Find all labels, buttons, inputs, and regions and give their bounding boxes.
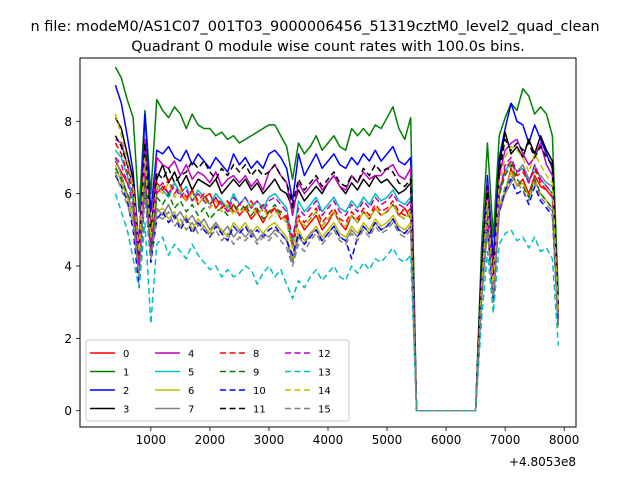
series-line-13 <box>114 193 560 412</box>
legend-label-0: 0 <box>123 349 129 360</box>
series-line-8 <box>114 142 560 412</box>
legend-label-15: 15 <box>318 405 331 416</box>
series-line-14 <box>114 113 560 412</box>
x-tick-label: 7000 <box>490 433 521 447</box>
legend-label-3: 3 <box>123 405 129 416</box>
legend-label-4: 4 <box>188 349 194 360</box>
series-line-11 <box>114 135 560 412</box>
x-offset-text: +4.8053e8 <box>509 455 576 469</box>
legend-label-11: 11 <box>253 405 266 416</box>
x-tick-label: 4000 <box>313 433 344 447</box>
figure-suptitle: n file: modeM0/AS1C07_001T03_9000006456_… <box>30 19 599 35</box>
legend-label-9: 9 <box>253 368 259 379</box>
legend-label-1: 1 <box>123 368 129 379</box>
legend-label-2: 2 <box>123 386 129 397</box>
legend-label-7: 7 <box>188 405 194 416</box>
chart-title: Quadrant 0 module wise count rates with … <box>131 39 525 55</box>
plot-area <box>114 66 560 412</box>
y-tick-label: 0 <box>64 404 72 418</box>
x-tick-label: 5000 <box>372 433 403 447</box>
x-tick-label: 3000 <box>254 433 285 447</box>
y-tick-label: 4 <box>64 260 72 274</box>
legend-label-6: 6 <box>188 386 194 397</box>
series-line-1 <box>114 66 560 412</box>
x-tick-label: 6000 <box>431 433 462 447</box>
x-axis: 1000 2000 3000 4000 5000 6000 7000 8000 <box>136 427 580 447</box>
legend-label-13: 13 <box>318 368 331 379</box>
legend-label-8: 8 <box>253 349 259 360</box>
x-tick-label: 2000 <box>195 433 226 447</box>
legend-frame <box>85 339 350 422</box>
y-axis: 0 2 4 6 8 <box>64 115 80 418</box>
legend-label-5: 5 <box>188 368 194 379</box>
y-tick-label: 8 <box>64 115 72 129</box>
legend-label-12: 12 <box>318 349 331 360</box>
legend-label-14: 14 <box>318 386 331 397</box>
x-tick-label: 1000 <box>136 433 167 447</box>
y-tick-label: 6 <box>64 187 72 201</box>
series-line-10 <box>114 175 560 412</box>
y-tick-label: 2 <box>64 332 72 346</box>
legend-label-10: 10 <box>253 386 266 397</box>
series-line-15 <box>114 171 560 412</box>
x-tick-label: 8000 <box>549 433 580 447</box>
